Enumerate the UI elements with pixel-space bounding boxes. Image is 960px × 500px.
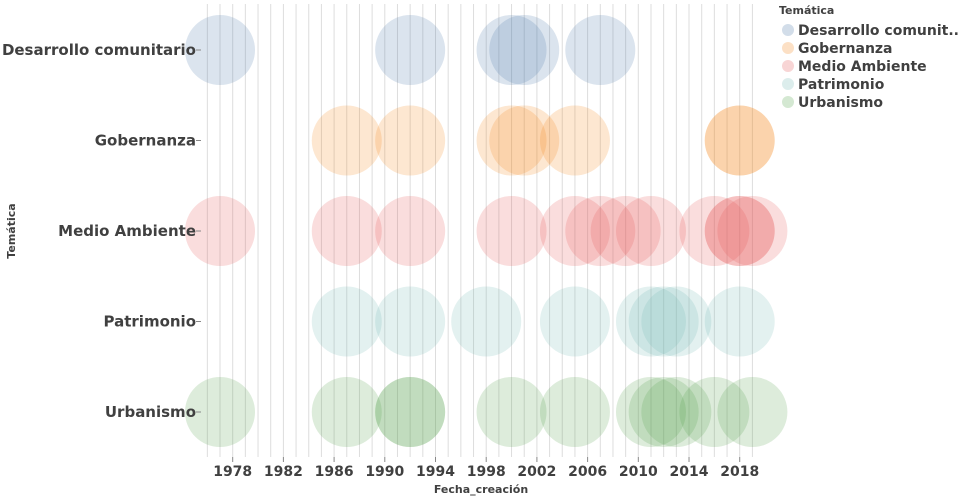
legend-title: Temática xyxy=(779,4,834,17)
y-tick-label: Patrimonio xyxy=(104,313,196,331)
bubble-point xyxy=(615,377,686,447)
bubble-point xyxy=(311,196,382,266)
bubble-point xyxy=(476,15,547,85)
bubble-point xyxy=(311,286,382,357)
x-tick-label: 1990 xyxy=(365,464,404,480)
legend-label: Gobernanza xyxy=(798,41,893,57)
bubble-point xyxy=(628,377,699,447)
x-tick-label: 2018 xyxy=(720,464,759,480)
legend-label: Patrimonio xyxy=(798,77,885,93)
bubble-point xyxy=(717,196,788,266)
bubble-point xyxy=(451,286,522,357)
bubble-point xyxy=(628,286,699,357)
bubble-point xyxy=(539,105,610,176)
legend-label: Urbanismo xyxy=(798,95,883,111)
bubble-point xyxy=(615,196,686,266)
x-axis-ticks: 1978 1982 1986 1990 1994 1998 2002 2006 2010 2014… xyxy=(213,457,759,480)
y-tick-label: Gobernanza xyxy=(95,132,196,150)
bubble-point xyxy=(489,105,560,176)
bubble-point xyxy=(489,15,560,85)
y-axis-title: Temática xyxy=(5,203,18,258)
bubble-point xyxy=(615,286,686,357)
bubble-point xyxy=(641,286,712,357)
x-tick-label: 2002 xyxy=(517,464,556,480)
legend-swatch xyxy=(782,24,794,36)
x-tick-label: 1994 xyxy=(416,464,455,480)
legend: Temática Desarrollo comunit... Gobernanza… xyxy=(779,4,960,111)
y-tick-label: Medio Ambiente xyxy=(58,222,196,240)
x-tick-label: 1978 xyxy=(213,464,252,480)
legend-label: Medio Ambiente xyxy=(798,59,927,75)
y-tick-label: Desarrollo comunitario xyxy=(2,41,196,59)
bubble-point xyxy=(375,196,446,266)
legend-swatch xyxy=(782,60,794,72)
bubble-point xyxy=(704,105,775,176)
bubble-point xyxy=(679,377,750,447)
x-tick-label: 2006 xyxy=(568,464,607,480)
bubble-point xyxy=(311,105,382,176)
bubble-point xyxy=(704,105,775,176)
legend-swatch xyxy=(782,42,794,54)
legend-swatch xyxy=(782,78,794,90)
bubble-point xyxy=(185,196,256,266)
bubble-point xyxy=(375,15,446,85)
y-tick-label: Urbanismo xyxy=(105,403,196,421)
x-axis-title: Fecha_creación xyxy=(434,483,528,496)
bubble-point xyxy=(641,377,712,447)
bubble-point xyxy=(476,196,547,266)
legend-label: Desarrollo comunit... xyxy=(798,23,960,39)
bubble-point xyxy=(679,196,750,266)
bubble-point xyxy=(185,377,256,447)
bubble-point xyxy=(717,377,788,447)
bubble-point xyxy=(476,105,547,176)
bubble-point xyxy=(704,286,775,357)
bubble-point xyxy=(185,15,256,85)
bubble-layer xyxy=(185,15,788,447)
x-tick-label: 2010 xyxy=(619,464,658,480)
legend-swatch xyxy=(782,96,794,108)
grid-lines xyxy=(206,4,753,457)
bubble-point xyxy=(565,15,636,85)
bubble-point xyxy=(565,196,636,266)
x-tick-label: 1982 xyxy=(264,464,303,480)
y-axis-labels: Desarrollo comunitario Gobernanza Medio Am… xyxy=(2,41,201,421)
bubble-point xyxy=(539,196,610,266)
bubble-point xyxy=(375,286,446,357)
bubble-point xyxy=(375,377,446,447)
bubble-point xyxy=(311,377,382,447)
bubble-point xyxy=(375,377,446,447)
x-tick-label: 1986 xyxy=(315,464,354,480)
x-tick-label: 1998 xyxy=(467,464,506,480)
bubble-point xyxy=(590,196,661,266)
bubble-point xyxy=(704,196,775,266)
bubble-point xyxy=(539,286,610,357)
bubble-point xyxy=(539,377,610,447)
bubble-point xyxy=(476,377,547,447)
x-tick-label: 2014 xyxy=(670,464,709,480)
bubble-point xyxy=(375,105,446,176)
bubble-point xyxy=(704,196,775,266)
